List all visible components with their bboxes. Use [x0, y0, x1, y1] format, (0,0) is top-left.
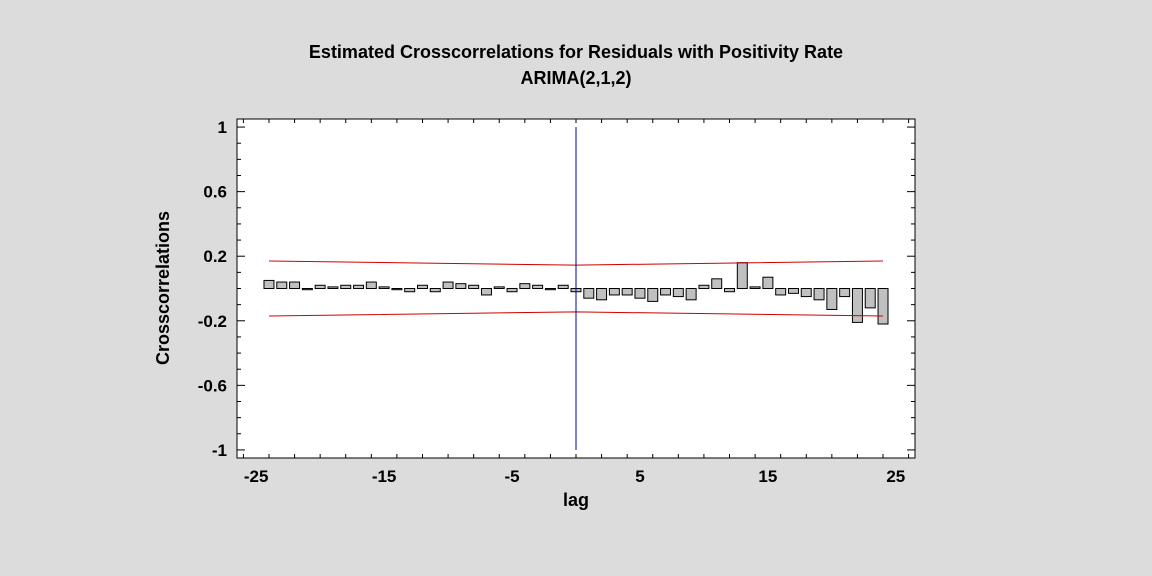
crosscorrelation-bar — [340, 284, 352, 289]
crosscorrelation-bar — [685, 288, 697, 301]
crosscorrelation-bar — [365, 281, 377, 289]
crosscorrelation-bar — [263, 279, 275, 289]
x-tick-label: 5 — [635, 467, 644, 486]
crosscorrelation-bar — [276, 281, 288, 289]
crosscorrelation-bar — [353, 284, 365, 289]
crosscorrelation-bar — [813, 288, 825, 301]
crosscorrelation-bar — [749, 286, 761, 289]
bars-group — [263, 262, 889, 325]
y-axis-label: Crosscorrelations — [153, 211, 173, 365]
crosscorrelation-bar — [583, 288, 595, 299]
crosscorrelation-bar — [429, 288, 441, 293]
x-axis-label: lag — [563, 490, 589, 510]
crosscorrelation-bar — [404, 288, 416, 293]
crosscorrelation-bar — [544, 288, 556, 291]
crosscorrelation-bar — [672, 288, 684, 298]
crosscorrelation-bar — [391, 288, 403, 291]
chart-subtitle: ARIMA(2,1,2) — [520, 68, 631, 88]
crosscorrelation-bar — [660, 288, 672, 296]
crosscorrelation-bar — [826, 288, 838, 310]
crosscorrelation-bar — [711, 278, 723, 290]
y-tick-label: 0.6 — [203, 183, 227, 202]
crosscorrelation-bar — [532, 284, 544, 289]
crosscorrelation-bar — [608, 288, 620, 296]
crosscorrelation-bar — [480, 288, 492, 296]
chart-title: Estimated Crosscorrelations for Residual… — [309, 42, 843, 62]
crosscorrelation-bar — [289, 281, 301, 289]
crosscorrelation-bar — [851, 288, 863, 323]
crosscorrelation-bar — [775, 288, 787, 296]
y-tick-label: -1 — [212, 441, 227, 460]
crosscorrelation-bar — [506, 288, 518, 293]
crosscorrelation-bar — [442, 281, 454, 289]
crosscorrelation-bar — [519, 283, 531, 289]
crosscorrelation-bar — [327, 286, 339, 289]
tick-labels-group: -25 -15 -5 5 15 25 1 0.6 0.2 -0.2 -0.6 -1 — [198, 118, 906, 486]
crosscorrelation-bar — [596, 288, 608, 301]
crosscorrelation-bar — [647, 288, 659, 302]
crosscorrelation-bar — [301, 288, 313, 291]
crosscorrelation-bar — [724, 288, 735, 293]
crosscorrelation-bar — [417, 284, 428, 289]
crosscorrelation-bar — [314, 284, 326, 289]
x-tick-label: -25 — [244, 467, 269, 486]
axis-ticks — [237, 119, 915, 458]
x-tick-label: -5 — [504, 467, 519, 486]
crosscorrelation-bar — [864, 288, 876, 309]
y-tick-label: 0.2 — [203, 247, 227, 266]
y-tick-label: -0.6 — [198, 376, 227, 395]
crosscorrelation-bar — [378, 286, 390, 289]
crosscorrelation-bar — [455, 283, 467, 289]
y-tick-label: 1 — [218, 118, 227, 137]
crosscorrelation-bar — [762, 276, 774, 290]
x-tick-label: -15 — [372, 467, 397, 486]
crosscorrelation-bar — [468, 284, 480, 289]
y-tick-label: -0.2 — [198, 312, 227, 331]
crosscorrelation-bar — [736, 262, 748, 289]
crosscorrelation-bar — [698, 284, 710, 289]
crosscorrelation-bar — [621, 288, 633, 296]
crosscorrelation-bar — [787, 288, 799, 294]
x-tick-label: 25 — [886, 467, 905, 486]
x-tick-label: 15 — [758, 467, 777, 486]
crosscorrelation-bar — [800, 288, 812, 298]
crosscorrelation-bar — [557, 284, 569, 289]
crosscorrelation-bar — [493, 286, 505, 289]
crosscorrelation-bar — [877, 288, 889, 325]
crosscorrelation-bar — [634, 288, 646, 299]
crosscorrelation-bar — [839, 288, 851, 298]
